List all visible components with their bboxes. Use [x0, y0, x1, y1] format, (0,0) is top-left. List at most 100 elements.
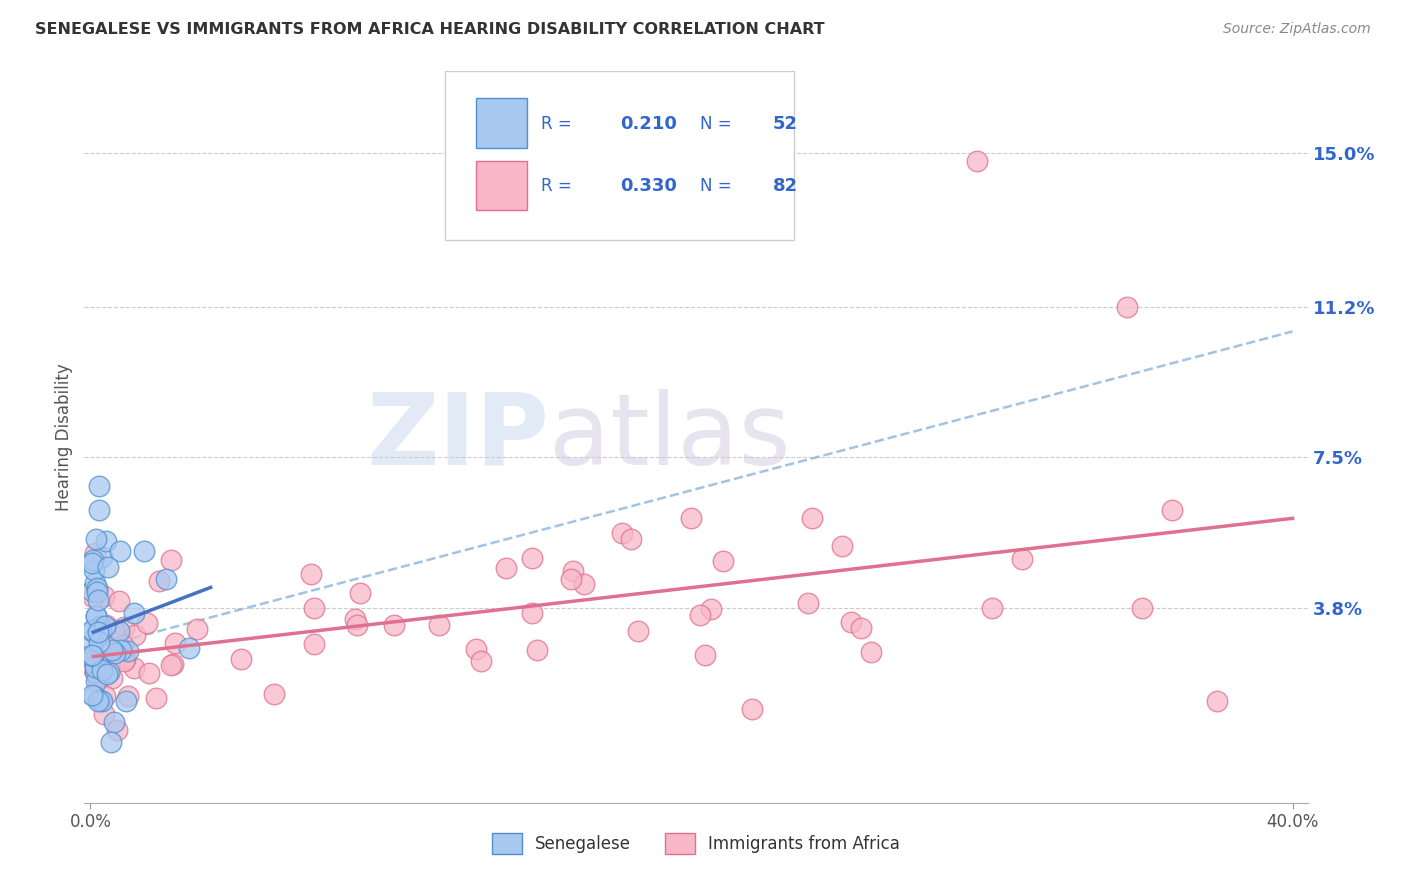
- Point: [302, 637, 325, 651]
- Point: [82, 648, 104, 663]
- Point: [90, 624, 112, 639]
- Point: [94, 619, 117, 633]
- Point: [860, 644, 883, 658]
- Point: [560, 572, 582, 586]
- Point: [1011, 552, 1033, 566]
- Point: [87, 694, 110, 708]
- Point: [86, 673, 108, 687]
- Point: [84, 608, 107, 623]
- Point: [91, 663, 114, 677]
- Point: [136, 615, 159, 630]
- Point: [138, 666, 160, 681]
- Point: [103, 714, 125, 729]
- Point: [117, 644, 139, 658]
- Point: [80, 633, 103, 648]
- Point: [155, 572, 177, 586]
- Point: [114, 654, 136, 668]
- Point: [177, 640, 200, 655]
- Point: [162, 657, 184, 671]
- Point: [91, 694, 114, 708]
- Point: [86, 581, 108, 595]
- Point: [520, 551, 543, 566]
- Point: [520, 606, 543, 620]
- Point: [160, 658, 183, 673]
- Point: [115, 694, 138, 708]
- Point: [1116, 300, 1139, 314]
- Point: [681, 511, 703, 525]
- Point: [94, 617, 117, 632]
- Point: [93, 643, 115, 657]
- Point: [1206, 694, 1229, 708]
- Point: [263, 687, 285, 701]
- Text: R =: R =: [541, 178, 576, 195]
- Point: [97, 560, 120, 574]
- Point: [83, 660, 105, 674]
- Point: [966, 153, 988, 168]
- Point: [349, 586, 371, 600]
- Point: [86, 532, 108, 546]
- Point: [83, 653, 105, 667]
- Point: [110, 643, 132, 657]
- Point: [87, 625, 110, 640]
- Point: [689, 608, 711, 623]
- Point: [93, 620, 115, 634]
- Point: [89, 693, 111, 707]
- Point: [87, 634, 110, 648]
- Point: [107, 648, 129, 663]
- Point: [98, 665, 121, 679]
- Text: 52: 52: [773, 115, 799, 133]
- Point: [96, 638, 118, 652]
- Point: [302, 600, 325, 615]
- Point: [101, 671, 124, 685]
- Point: [89, 503, 111, 517]
- Point: [93, 589, 115, 603]
- Text: 0.330: 0.330: [620, 178, 678, 195]
- Point: [82, 653, 104, 667]
- Point: [80, 688, 103, 702]
- Point: [87, 593, 110, 607]
- Point: [84, 665, 107, 680]
- Point: [429, 618, 451, 632]
- Point: [89, 619, 111, 633]
- Point: [90, 549, 112, 564]
- Point: [145, 691, 167, 706]
- Point: [122, 660, 145, 674]
- Point: [110, 544, 132, 558]
- Point: [465, 642, 488, 657]
- Point: [384, 618, 406, 632]
- Text: Source: ZipAtlas.com: Source: ZipAtlas.com: [1223, 22, 1371, 37]
- Point: [165, 636, 187, 650]
- Point: [83, 689, 105, 703]
- Point: [839, 615, 862, 630]
- Point: [134, 544, 156, 558]
- Point: [124, 628, 146, 642]
- Point: [741, 702, 763, 716]
- Point: [86, 585, 108, 599]
- FancyBboxPatch shape: [475, 98, 527, 148]
- Point: [82, 661, 104, 675]
- Text: atlas: atlas: [550, 389, 790, 485]
- Point: [344, 612, 367, 626]
- Point: [1161, 503, 1184, 517]
- Text: ZIP: ZIP: [367, 389, 550, 485]
- Text: N =: N =: [700, 115, 737, 133]
- Text: 0.210: 0.210: [620, 115, 678, 133]
- Point: [82, 648, 104, 663]
- Point: [711, 554, 734, 568]
- FancyBboxPatch shape: [475, 161, 527, 211]
- Point: [470, 654, 492, 668]
- Point: [610, 526, 633, 541]
- Y-axis label: Hearing Disability: Hearing Disability: [55, 363, 73, 511]
- Point: [82, 623, 104, 637]
- Point: [108, 648, 131, 663]
- Point: [562, 564, 585, 578]
- Point: [87, 654, 110, 668]
- Point: [107, 647, 129, 661]
- Point: [107, 624, 129, 638]
- Point: [84, 609, 107, 624]
- Point: [108, 594, 131, 608]
- Point: [86, 653, 108, 667]
- Point: [83, 658, 105, 673]
- Point: [299, 566, 322, 581]
- Point: [1130, 600, 1153, 615]
